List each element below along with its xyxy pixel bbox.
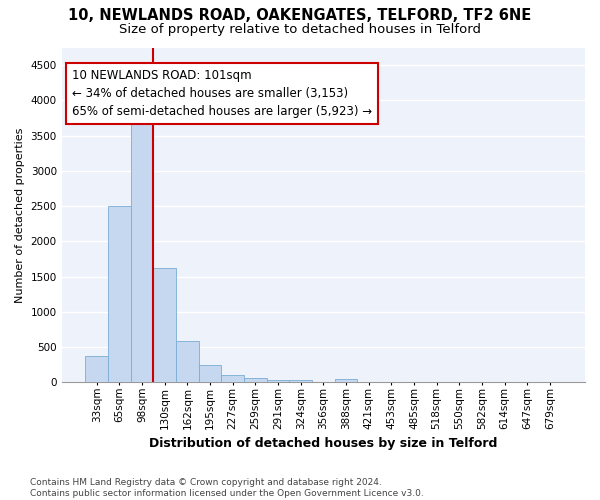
Bar [244,378,266,382]
Text: Size of property relative to detached houses in Telford: Size of property relative to detached ho… [119,22,481,36]
Bar [335,379,358,382]
Bar [266,380,289,382]
Text: 10, NEWLANDS ROAD, OAKENGATES, TELFORD, TF2 6NE: 10, NEWLANDS ROAD, OAKENGATES, TELFORD, … [68,8,532,22]
Bar [154,268,176,382]
Bar [108,206,131,382]
Text: Contains HM Land Registry data © Crown copyright and database right 2024.
Contai: Contains HM Land Registry data © Crown c… [30,478,424,498]
Bar [221,375,244,382]
X-axis label: Distribution of detached houses by size in Telford: Distribution of detached houses by size … [149,437,497,450]
Text: 10 NEWLANDS ROAD: 101sqm
← 34% of detached houses are smaller (3,153)
65% of sem: 10 NEWLANDS ROAD: 101sqm ← 34% of detach… [72,70,372,118]
Bar [131,120,154,382]
Bar [199,366,221,382]
Y-axis label: Number of detached properties: Number of detached properties [15,127,25,302]
Bar [85,356,108,382]
Bar [176,341,199,382]
Bar [289,380,312,382]
